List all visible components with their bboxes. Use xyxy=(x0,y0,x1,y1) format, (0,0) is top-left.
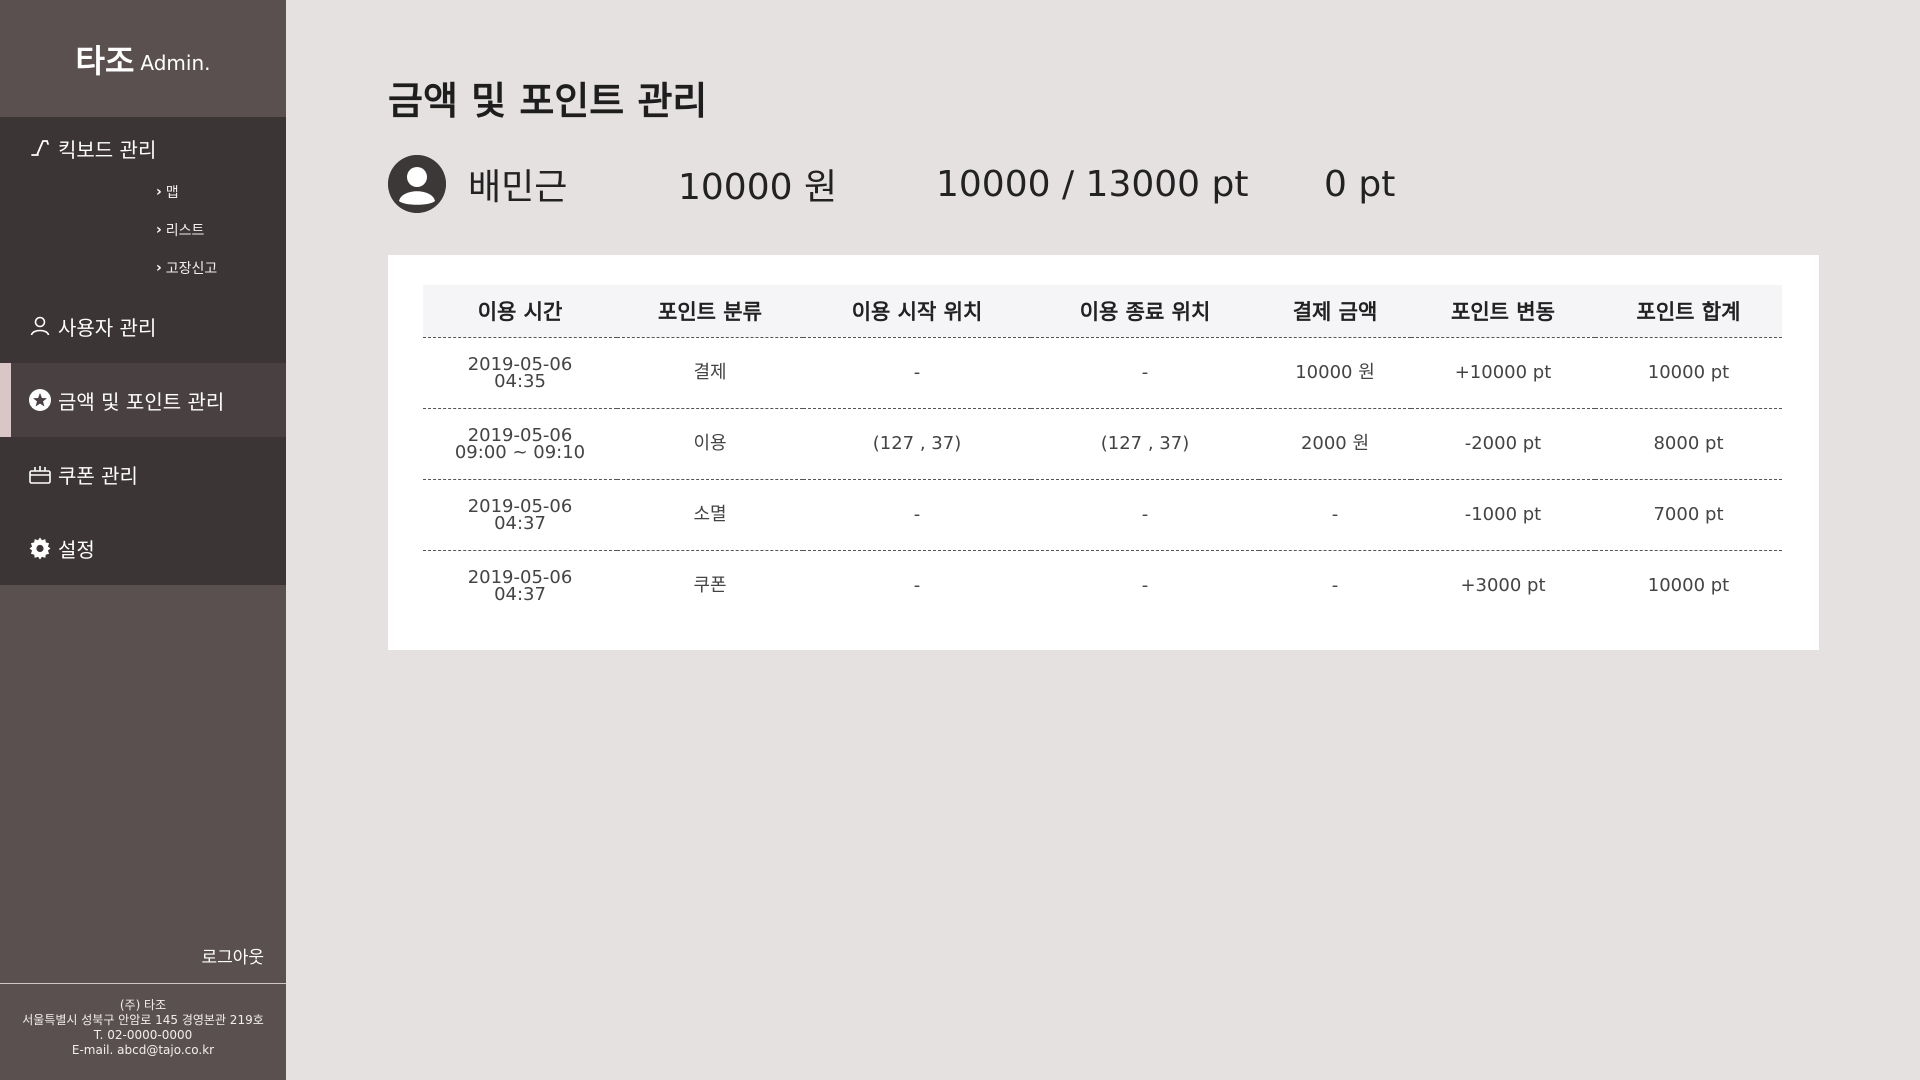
kickboard-submenu: › 맵 › 리스트 › 고장신고 xyxy=(156,173,286,287)
cell-point-change: -2000 pt xyxy=(1411,408,1595,480)
cell-point-total: 7000 pt xyxy=(1595,479,1782,551)
coupon-icon xyxy=(28,462,52,486)
logout-link[interactable]: 로그아웃 xyxy=(201,948,264,968)
sidebar-item-label: 쿠폰 관리 xyxy=(58,463,138,488)
user-icon xyxy=(28,314,52,338)
sidebar-item-label: 금액 및 포인트 관리 xyxy=(58,389,225,414)
page-title: 금액 및 포인트 관리 xyxy=(388,79,708,123)
table-row[interactable]: 2019-05-06 09:00 ~ 09:10 이용 (127 , 37) (… xyxy=(423,408,1782,480)
cell-point-total: 10000 pt xyxy=(1595,337,1782,409)
footer-email: E-mail. abcd@tajo.co.kr xyxy=(71,1043,215,1057)
table-row[interactable]: 2019-05-06 04:37 소멸 - - - -1000 pt 7000 … xyxy=(423,479,1782,551)
user-summary: 배민근 10000 원 10000 / 13000 pt 0 pt xyxy=(388,155,1396,213)
sidebar-group-kickboard: 킥보드 관리 › 맵 › 리스트 › 고장신고 xyxy=(0,117,286,289)
sidebar-subitem-label: 리스트 xyxy=(165,223,205,239)
star-icon xyxy=(28,388,52,412)
sidebar-item-kickboard[interactable]: 킥보드 관리 xyxy=(28,127,286,169)
cell-time: 2019-05-06 04:37 xyxy=(423,479,617,551)
footer-phone: T. 02-0000-0000 xyxy=(93,1028,193,1042)
cell-end: - xyxy=(1031,479,1259,551)
main-content: 금액 및 포인트 관리 배민근 10000 원 10000 / 13000 pt… xyxy=(286,0,1920,1080)
column-header-payment[interactable]: 결제 금액 xyxy=(1259,285,1411,338)
cell-date: 2019-05-06 xyxy=(467,495,573,517)
cell-date: 2019-05-06 xyxy=(467,566,573,588)
cell-type: 쿠폰 xyxy=(693,575,727,597)
column-header-type[interactable]: 포인트 분류 xyxy=(617,285,803,338)
history-card: 이용 시간 포인트 분류 이용 시작 위치 이용 종료 위치 결제 금액 포인트… xyxy=(388,255,1819,650)
kickboard-icon xyxy=(28,136,52,160)
cell-type: 이용 xyxy=(617,408,803,480)
cell-end: - xyxy=(1141,575,1149,597)
brand-logo[interactable]: 타조 Admin. xyxy=(0,0,286,117)
cell-clock: 09:00 ~ 09:10 xyxy=(454,441,586,463)
user-extra-points: 0 pt xyxy=(1324,163,1396,205)
chevron-right-icon: › xyxy=(156,222,162,238)
sidebar-menu: 킥보드 관리 › 맵 › 리스트 › 고장신고 사 xyxy=(0,117,286,585)
column-header-point-change[interactable]: 포인트 변동 xyxy=(1411,285,1595,338)
cell-start: - xyxy=(803,479,1031,551)
column-header-point-total[interactable]: 포인트 합계 xyxy=(1595,285,1782,338)
column-header-end[interactable]: 이용 종료 위치 xyxy=(1031,285,1259,338)
cell-payment: 2000 원 xyxy=(1259,408,1411,480)
sidebar-item-settings[interactable]: 설정 xyxy=(0,511,286,585)
cell-payment: - xyxy=(1259,479,1411,551)
gear-icon xyxy=(28,536,52,560)
sidebar-footer: (주) 타조 서울특별시 성북구 안암로 145 경영본관 219호 T. 02… xyxy=(0,998,286,1058)
chevron-right-icon: › xyxy=(156,260,162,276)
cell-start: - xyxy=(913,575,921,597)
column-header-start[interactable]: 이용 시작 위치 xyxy=(803,285,1031,338)
sidebar-item-label: 사용자 관리 xyxy=(58,315,157,340)
footer-address: 서울특별시 성북구 안암로 145 경영본관 219호 xyxy=(22,1013,264,1027)
chevron-right-icon: › xyxy=(156,184,162,200)
cell-end: (127 , 37) xyxy=(1031,408,1259,480)
cell-date: 2019-05-06 xyxy=(467,424,573,446)
cell-point-change: -1000 pt xyxy=(1411,479,1595,551)
sidebar-subitem-label: 맵 xyxy=(165,185,179,201)
cell-end: - xyxy=(1031,337,1259,409)
user-money-balance: 10000 원 xyxy=(678,167,838,208)
sidebar-subitem-list[interactable]: › 리스트 xyxy=(156,211,286,249)
brand-main: 타조 xyxy=(75,41,135,80)
sidebar: 타조 Admin. 킥보드 관리 › 맵 › 리스트 › xyxy=(0,0,286,1080)
cell-time: 2019-05-06 09:00 ~ 09:10 xyxy=(423,408,617,480)
sidebar-item-label: 설정 xyxy=(58,537,95,562)
sidebar-subitem-label: 고장신고 xyxy=(165,261,218,277)
sidebar-item-users[interactable]: 사용자 관리 xyxy=(0,289,286,363)
footer-company: (주) 타조 xyxy=(119,998,167,1012)
cell-point-change: +3000 pt xyxy=(1460,575,1546,597)
cell-clock: 04:37 xyxy=(494,512,546,534)
sidebar-subitem-map[interactable]: › 맵 xyxy=(156,173,286,211)
table-row[interactable]: 2019-05-06 04:35 결제 - - 10000 원 +10000 p… xyxy=(423,337,1782,409)
sidebar-subitem-breakdown-report[interactable]: › 고장신고 xyxy=(156,249,286,287)
cell-point-total: 8000 pt xyxy=(1595,408,1782,480)
avatar-icon xyxy=(388,155,446,213)
history-table: 이용 시간 포인트 분류 이용 시작 위치 이용 종료 위치 결제 금액 포인트… xyxy=(423,285,1782,621)
cell-payment: 10000 원 xyxy=(1259,337,1411,409)
sidebar-item-money-points[interactable]: 금액 및 포인트 관리 xyxy=(0,363,286,437)
brand-sub: Admin. xyxy=(140,50,211,75)
column-header-time[interactable]: 이용 시간 xyxy=(423,285,617,338)
sidebar-item-kickboard-label: 킥보드 관리 xyxy=(58,137,157,162)
cell-type: 소멸 xyxy=(617,479,803,551)
table-row[interactable]: 2019-05-06 04:37 쿠폰 - - - +3000 pt 10000… xyxy=(423,550,1782,621)
cell-date: 2019-05-06 xyxy=(467,353,573,375)
sidebar-item-coupons[interactable]: 쿠폰 관리 xyxy=(0,437,286,511)
user-name: 배민근 xyxy=(468,167,568,208)
cell-start: - xyxy=(803,337,1031,409)
cell-time: 2019-05-06 04:35 xyxy=(423,337,617,409)
cell-point-total: 10000 pt xyxy=(1647,575,1730,597)
cell-point-change: +10000 pt xyxy=(1411,337,1595,409)
footer-divider xyxy=(0,983,286,984)
cell-clock: 04:35 xyxy=(494,370,546,392)
user-points-balance: 10000 / 13000 pt xyxy=(936,163,1249,205)
cell-payment: - xyxy=(1331,575,1339,597)
cell-type: 결제 xyxy=(617,337,803,409)
cell-clock: 04:37 xyxy=(494,583,546,605)
table-header-row: 이용 시간 포인트 분류 이용 시작 위치 이용 종료 위치 결제 금액 포인트… xyxy=(423,285,1782,338)
cell-start: (127 , 37) xyxy=(803,408,1031,480)
cell-time: 2019-05-06 04:37 xyxy=(423,550,617,621)
